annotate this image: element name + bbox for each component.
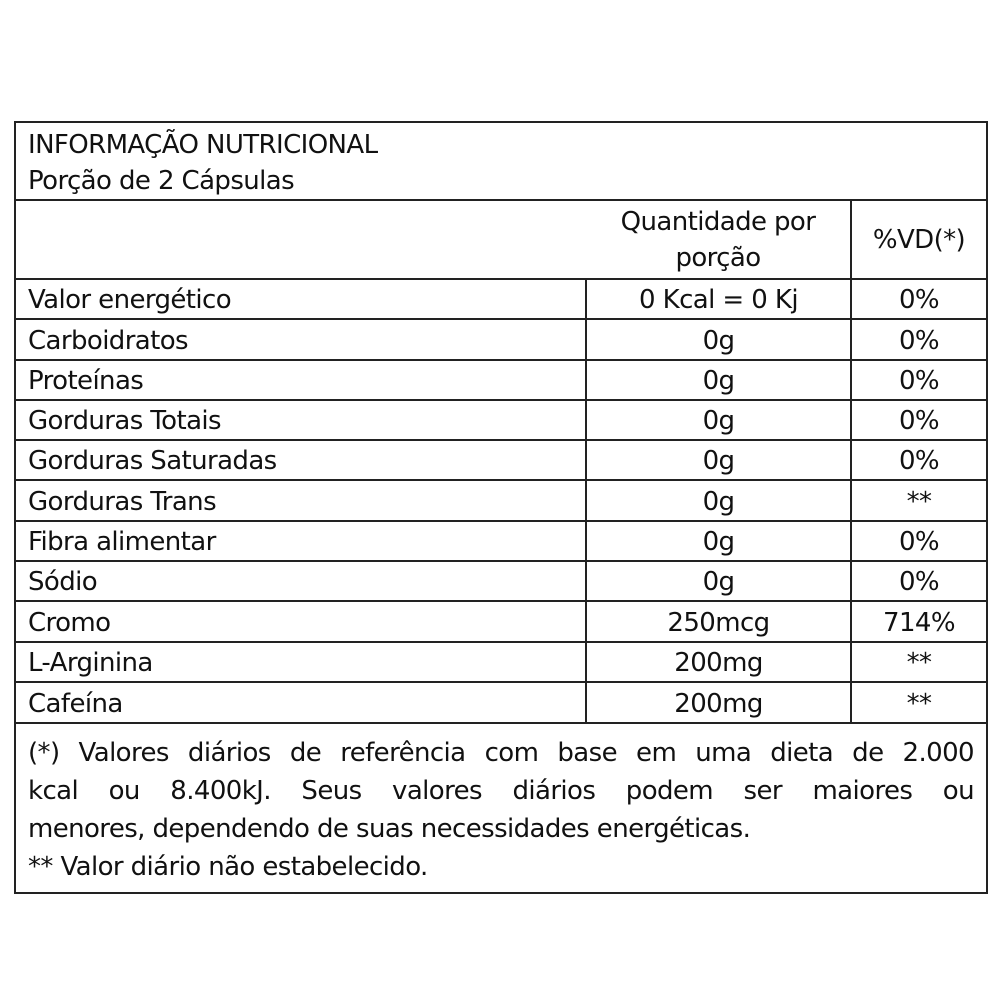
nutrient-amount: 0g [585, 560, 851, 602]
table-row: Valor energético 0 Kcal = 0 Kj 0% [16, 277, 986, 320]
nutrient-name: Cromo [16, 600, 586, 642]
table-row: Proteínas 0g 0% [16, 358, 986, 400]
table-row: Gorduras Saturadas 0g 0% [16, 439, 986, 481]
footnote-line: ** Valor diário não estabelecido. [28, 852, 428, 883]
nutrient-dv: ** [850, 640, 986, 682]
table-row: Cromo 250mcg 714% [16, 600, 986, 642]
nutrient-amount: 0g [585, 318, 851, 360]
nutrient-dv: 0% [850, 277, 986, 320]
nutrient-amount: 200mg [585, 640, 851, 682]
table-row: Fibra alimentar 0g 0% [16, 519, 986, 562]
footnote-line: (*) Valores diários de referência com ba… [28, 738, 975, 769]
nutrient-name: Cafeína [16, 680, 586, 723]
header-dv: %VD(*) [850, 201, 986, 279]
table-row: Gorduras Trans 0g ** [16, 479, 986, 521]
table-row: Gorduras Totais 0g 0% [16, 398, 986, 441]
table-row: Sódio 0g 0% [16, 560, 986, 602]
nutrient-name: Gorduras Totais [16, 398, 586, 441]
nutrient-amount: 0g [585, 479, 851, 521]
serving-size: Porção de 2 Cápsulas [28, 166, 295, 196]
nutrient-amount: 0g [585, 439, 851, 481]
footnotes: (*) Valores diários de referência com ba… [16, 722, 986, 892]
table-row: L-Arginina 200mg ** [16, 640, 986, 682]
nutrient-name: L-Arginina [16, 640, 586, 682]
nutrient-dv: ** [850, 479, 986, 521]
nutrient-dv: 714% [850, 600, 986, 642]
nutrient-dv: 0% [850, 318, 986, 360]
nutrient-dv: 0% [850, 439, 986, 481]
nutrient-name: Gorduras Saturadas [16, 439, 586, 481]
nutrient-amount: 200mg [585, 680, 851, 723]
nutrient-name: Gorduras Trans [16, 479, 586, 521]
nutrient-amount: 0 Kcal = 0 Kj [585, 277, 851, 320]
nutrient-dv: 0% [850, 358, 986, 400]
nutrient-dv: ** [850, 680, 986, 723]
nutrient-amount: 0g [585, 398, 851, 441]
nutrient-amount: 250mcg [585, 600, 851, 642]
nutrition-facts-table: INFORMAÇÃO NUTRICIONAL Porção de 2 Cápsu… [14, 121, 988, 895]
nutrient-name: Valor energético [16, 277, 586, 320]
footnote-line: menores, dependendo de suas necessidades… [28, 814, 751, 845]
nutrient-dv: 0% [850, 560, 986, 602]
nutrient-amount: 0g [585, 519, 851, 562]
header-quantity: Quantidade por porção [620, 206, 816, 273]
nutrient-table: Quantidade por porção %VD(*) Valor energ… [16, 201, 986, 723]
table-title: INFORMAÇÃO NUTRICIONAL [28, 130, 378, 160]
nutrient-name: Carboidratos [16, 318, 586, 360]
header-nutrient [16, 201, 586, 279]
nutrient-dv: 0% [850, 519, 986, 562]
nutrient-name: Sódio [16, 560, 586, 602]
header-row: Quantidade por porção %VD(*) [16, 201, 986, 279]
nutrient-name: Fibra alimentar [16, 519, 586, 562]
nutrient-name: Proteínas [16, 358, 586, 400]
footnote-line: kcal ou 8.400kJ. Seus valores diários po… [28, 776, 975, 807]
table-title-block: INFORMAÇÃO NUTRICIONAL Porção de 2 Cápsu… [16, 123, 986, 201]
table-row: Carboidratos 0g 0% [16, 318, 986, 360]
table-row: Cafeína 200mg ** [16, 680, 986, 723]
nutrient-dv: 0% [850, 398, 986, 441]
nutrient-amount: 0g [585, 358, 851, 400]
